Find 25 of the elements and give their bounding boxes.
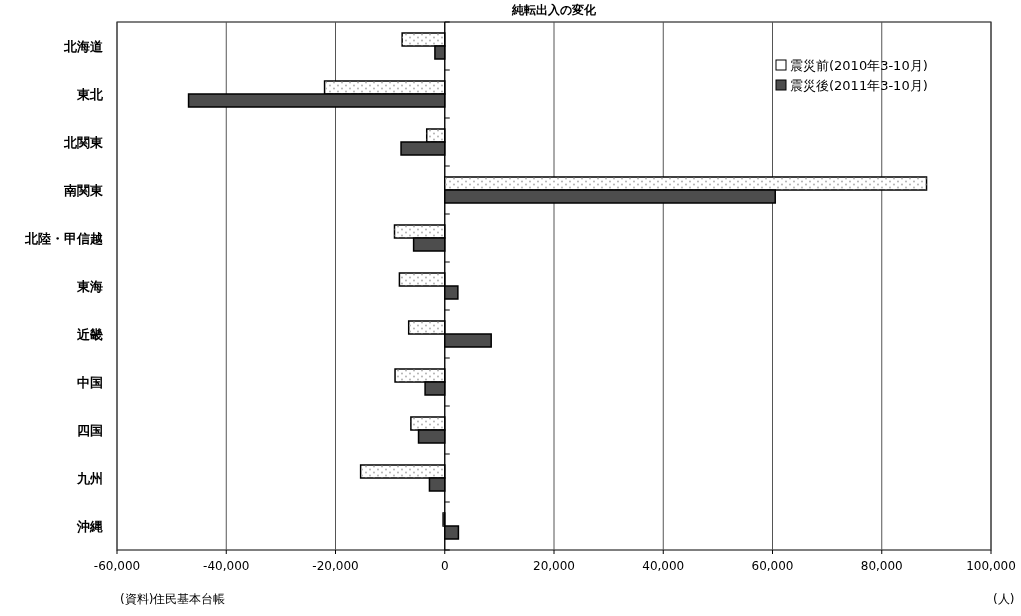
- x-tick-label: 80,000: [860, 559, 903, 573]
- y-tick-label: 中国: [77, 375, 103, 390]
- y-tick-label: 東北: [76, 87, 104, 102]
- y-tick-label: 北海道: [63, 39, 104, 54]
- x-tick-label: 60,000: [751, 559, 794, 573]
- x-tick-label: -20,000: [312, 559, 359, 573]
- y-tick-label: 南関東: [63, 183, 104, 198]
- x-tick-label: 0: [440, 559, 449, 573]
- text: (資料)住民基本台帳: [120, 592, 226, 606]
- y-tick-label: 北陸・甲信越: [24, 231, 103, 246]
- legend-label: 震災前(2010年3-10月): [790, 58, 928, 73]
- y-tick-label: 北関東: [63, 135, 104, 150]
- y-tick-label: 九州: [76, 471, 103, 486]
- x-tick-label: 40,000: [642, 559, 685, 573]
- chart-title: 純転出入の変化: [511, 3, 597, 17]
- x-tick-label: -60,000: [93, 559, 141, 573]
- y-tick-label: 近畿: [76, 327, 103, 342]
- x-tick-label: 20,000: [533, 559, 575, 573]
- y-tick-label: 東海: [76, 279, 103, 294]
- x-tick-label: -40,000: [203, 559, 250, 573]
- y-tick-label: 沖縄: [76, 519, 103, 534]
- text: (人): [993, 592, 1015, 606]
- legend-label: 震災後(2011年3-10月): [790, 78, 928, 93]
- x-tick-label: 100,000: [966, 559, 1016, 573]
- y-tick-label: 四国: [77, 423, 103, 438]
